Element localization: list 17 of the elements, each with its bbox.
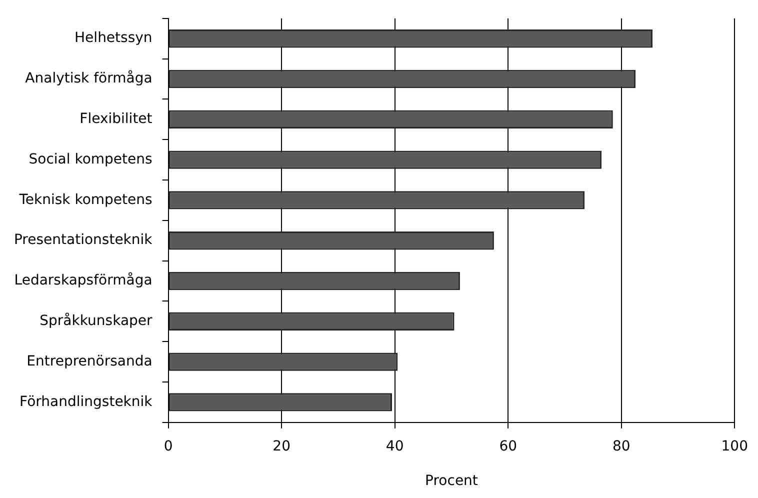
x-axis-title: Procent <box>425 473 478 490</box>
y-tick-label: Social kompetens <box>28 151 152 168</box>
y-tick-label: Analytisk förmåga <box>25 70 152 87</box>
x-tick-label: 20 <box>272 438 290 454</box>
y-tick-label: Förhandlingsteknik <box>20 394 154 410</box>
x-tick-label: 80 <box>612 438 630 454</box>
y-tick-label: Flexibilitet <box>80 111 153 128</box>
x-tick-label: 100 <box>721 438 748 454</box>
y-tick-label: Entreprenörsanda <box>26 353 152 370</box>
y-tick-label: Ledarskapsförmåga <box>14 272 152 289</box>
y-tick-label: Presentationsteknik <box>14 232 154 248</box>
y-tick-label: Helhetssyn <box>74 30 152 46</box>
y-tick-label: Språkkunskaper <box>40 312 153 330</box>
y-tick-label: Teknisk kompetens <box>18 192 152 208</box>
x-tick-label: 40 <box>386 438 404 454</box>
x-tick-label: 60 <box>499 438 518 454</box>
x-tick-label: 0 <box>164 438 173 454</box>
